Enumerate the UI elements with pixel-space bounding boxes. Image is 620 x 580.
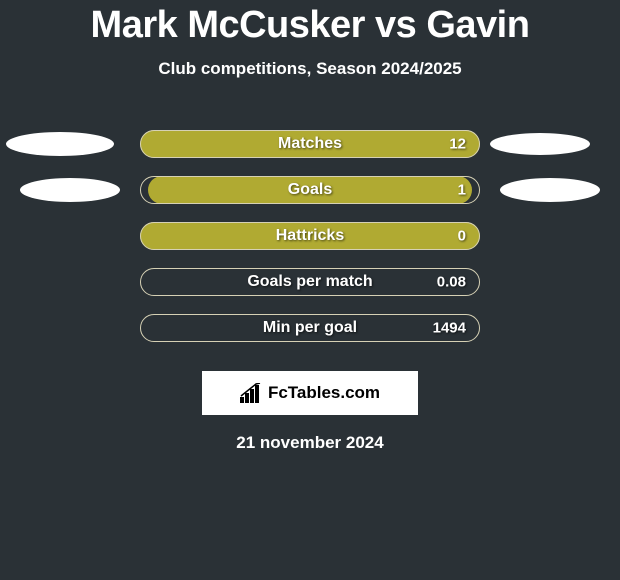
stat-label: Matches <box>140 135 480 153</box>
left-player-marker <box>6 132 114 156</box>
stat-rows: Matches12 Goals1 Hattricks0 Goals per match… <box>0 121 620 351</box>
stat-value: 12 <box>449 136 466 153</box>
stat-row: Matches12 <box>0 121 620 167</box>
stat-row: Hattricks0 <box>0 213 620 259</box>
logo-text: FcTables.com <box>268 383 380 403</box>
subtitle: Club competitions, Season 2024/2025 <box>0 59 620 79</box>
page-title: Mark McCusker vs Gavin <box>0 4 620 47</box>
stat-row: Goals1 <box>0 167 620 213</box>
logo-box: FcTables.com <box>202 371 418 415</box>
stat-bar: Goals per match0.08 <box>140 268 480 296</box>
stat-row: Goals per match0.08 <box>0 259 620 305</box>
stat-bar: Min per goal1494 <box>140 314 480 342</box>
stat-value: 0.08 <box>437 274 466 291</box>
stat-label: Hattricks <box>140 227 480 245</box>
stat-bar: Hattricks0 <box>140 222 480 250</box>
stat-label: Min per goal <box>140 319 480 337</box>
stat-row: Min per goal1494 <box>0 305 620 351</box>
stat-value: 0 <box>458 228 466 245</box>
stat-bar: Matches12 <box>140 130 480 158</box>
date-label: 21 november 2024 <box>0 433 620 453</box>
stat-value: 1 <box>458 182 466 199</box>
left-player-marker <box>20 178 120 202</box>
stat-label: Goals per match <box>140 273 480 291</box>
stat-value: 1494 <box>433 320 466 337</box>
right-player-marker <box>500 178 600 202</box>
right-player-marker <box>490 133 590 155</box>
bar-chart-icon <box>240 383 264 403</box>
stat-bar: Goals1 <box>140 176 480 204</box>
stat-label: Goals <box>140 181 480 199</box>
comparison-infographic: Mark McCusker vs Gavin Club competitions… <box>0 0 620 453</box>
